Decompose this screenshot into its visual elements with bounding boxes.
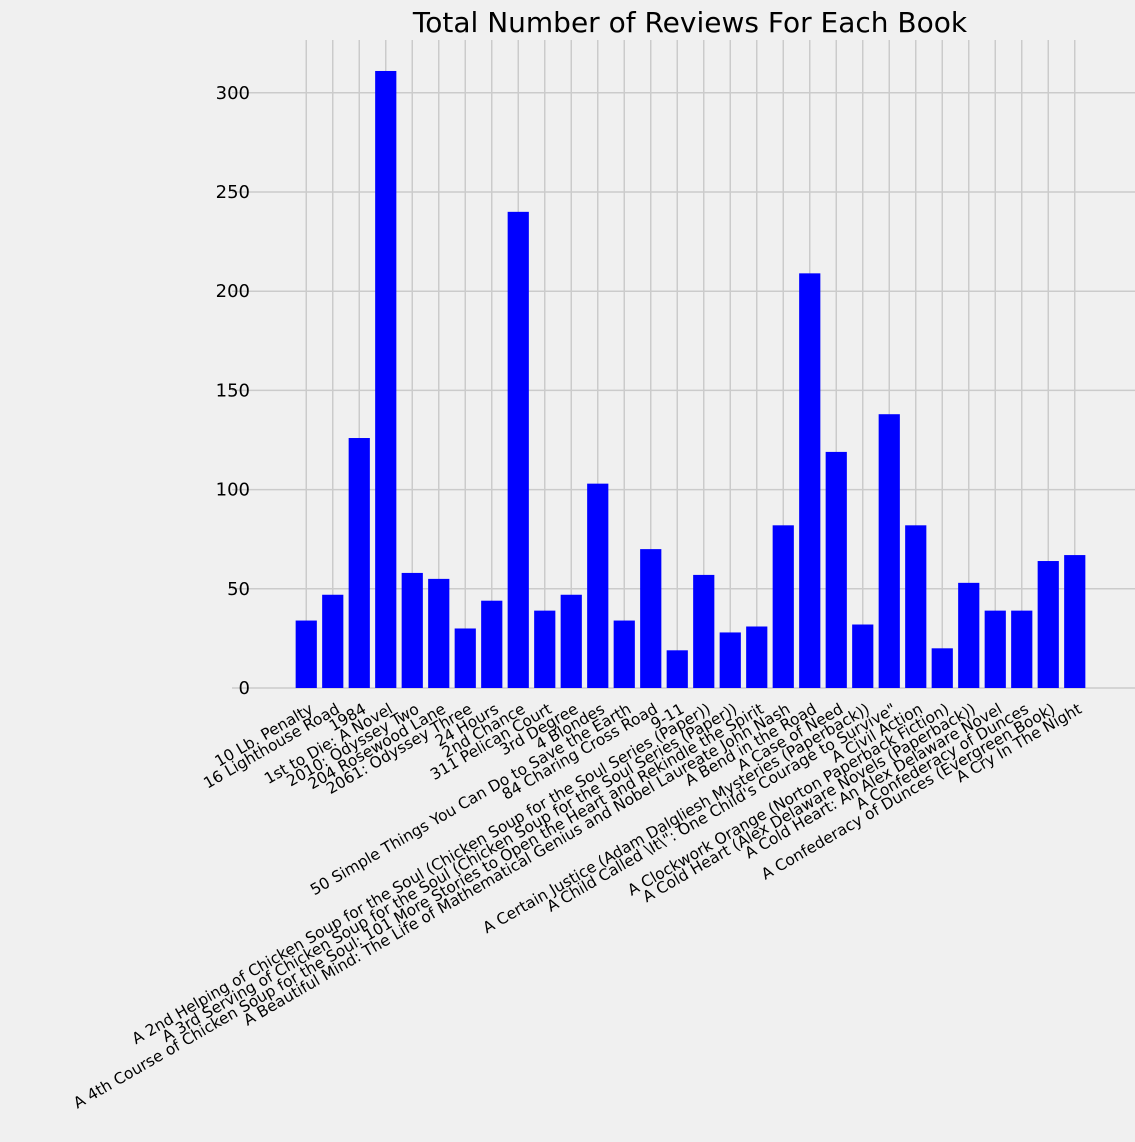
bar — [481, 600, 503, 688]
x-tick-label: A 4th Course of Chicken Soup for the Sou… — [70, 700, 766, 1112]
bar — [852, 624, 874, 688]
y-tick-label: 100 — [216, 480, 250, 501]
bar — [587, 483, 609, 688]
bar — [825, 451, 847, 688]
bar — [878, 414, 900, 688]
bar — [640, 549, 662, 688]
bar — [905, 525, 927, 688]
bar — [666, 650, 688, 688]
bar — [1011, 610, 1033, 688]
bars — [295, 70, 1086, 688]
bar — [348, 438, 370, 688]
bar — [719, 632, 741, 688]
bar — [799, 273, 821, 688]
bar — [507, 211, 529, 688]
bar — [746, 626, 768, 688]
bar — [375, 70, 397, 688]
y-tick-label: 0 — [239, 678, 250, 699]
bar — [984, 610, 1006, 688]
bar — [1064, 555, 1086, 688]
bar — [295, 620, 317, 688]
bar — [322, 594, 344, 688]
y-tick-label: 200 — [216, 281, 250, 302]
y-axis-ticks: 0 50 100 150 200 250 300 — [216, 83, 250, 699]
y-tick-label: 300 — [216, 83, 250, 104]
bar — [560, 594, 582, 688]
bar — [958, 582, 980, 688]
chart-title: Total Number of Reviews For Each Book — [412, 6, 968, 39]
y-tick-label: 50 — [227, 579, 250, 600]
bar — [401, 572, 423, 688]
bar — [772, 525, 794, 688]
bar — [693, 574, 715, 688]
bar — [1037, 561, 1059, 688]
y-tick-label: 250 — [216, 182, 250, 203]
bar — [454, 628, 476, 688]
y-tick-label: 150 — [216, 380, 250, 401]
bar — [931, 648, 953, 688]
bar — [534, 610, 556, 688]
bar — [428, 578, 450, 688]
bar — [613, 620, 635, 688]
